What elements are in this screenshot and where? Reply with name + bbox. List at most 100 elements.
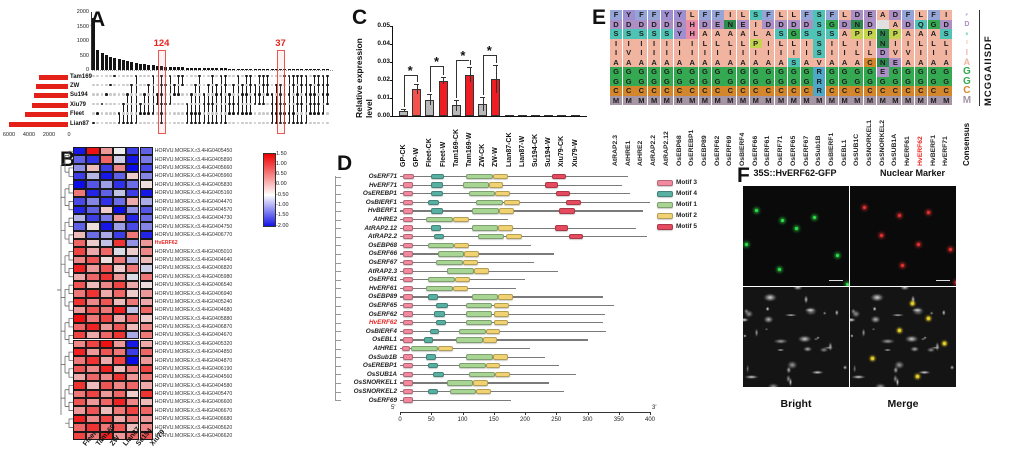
motif-box-m2 bbox=[495, 371, 510, 378]
alignment-residue: C bbox=[749, 86, 762, 96]
alignment-residue: S bbox=[813, 48, 826, 58]
upset-intersection-bar bbox=[96, 49, 100, 70]
sig-bracket-leg bbox=[482, 54, 484, 96]
upset-membership-dot bbox=[287, 93, 291, 96]
upset-membership-dot bbox=[228, 83, 231, 87]
upset-membership-dot bbox=[147, 102, 151, 106]
heatmap-cell bbox=[73, 322, 87, 332]
upset-membership-dot bbox=[177, 102, 180, 106]
upset-membership-dot bbox=[202, 74, 206, 78]
panel-f-microscopy: 35S::HvERF62-GFP Nuclear Marker Bright M… bbox=[735, 166, 980, 428]
heatmap-cell bbox=[73, 414, 87, 424]
alignment-residue: G bbox=[876, 76, 889, 86]
alignment-gene-name: HvERF62 bbox=[916, 136, 924, 166]
heatmap-cell bbox=[73, 272, 87, 281]
alignment-residue: F bbox=[902, 10, 915, 20]
consensus-logo-letter: D bbox=[964, 20, 970, 28]
set-size-bar bbox=[9, 121, 68, 127]
alignment-residue: L bbox=[775, 10, 788, 20]
motif-box-m2 bbox=[488, 182, 504, 188]
heatmap-cell bbox=[112, 339, 127, 348]
alignment-residue: A bbox=[724, 57, 737, 67]
set-size-axis-tick: 0 bbox=[67, 132, 71, 138]
heatmap-cell bbox=[86, 356, 100, 365]
motif-gene-name: OsSNORKEL1 bbox=[353, 379, 397, 387]
consensus-logo-letter: G bbox=[963, 66, 971, 78]
alignment-residue: S bbox=[813, 29, 826, 39]
heatmap-cell bbox=[99, 414, 113, 424]
upset-membership-dot bbox=[126, 93, 129, 96]
alignment-residue: I bbox=[787, 48, 800, 58]
upset-membership-dot bbox=[130, 121, 134, 125]
heatmap-cell bbox=[112, 297, 127, 307]
alignment-residue: G bbox=[648, 67, 661, 77]
heatmap-row-label: HORVU.MOREX.r3.4HG0406820 bbox=[154, 265, 233, 272]
upset-membership-dot bbox=[134, 102, 138, 106]
upset-membership-dot bbox=[228, 93, 231, 96]
heatmap-cell bbox=[112, 322, 127, 332]
upset-membership-dot bbox=[109, 112, 112, 115]
alignment-residue: I bbox=[724, 10, 737, 20]
motif-gene-name: OsEBP89 bbox=[368, 293, 397, 301]
upset-membership-dot bbox=[270, 83, 274, 87]
heatmap-cell bbox=[99, 272, 113, 281]
heatmap-cell bbox=[86, 239, 100, 248]
heatmap-cell bbox=[73, 356, 87, 365]
alignment-residue: M bbox=[762, 95, 775, 105]
upset-membership-dot bbox=[198, 112, 202, 115]
heatmap-scale-tick: -0.50 bbox=[276, 191, 289, 198]
heatmap-cell bbox=[99, 347, 113, 357]
upset-membership-dot bbox=[177, 121, 180, 125]
motif-gene-name: OsEBL1 bbox=[372, 336, 397, 344]
heatmap-cell bbox=[139, 339, 153, 348]
heatmap-cell bbox=[126, 163, 140, 173]
alignment-residue: S bbox=[813, 10, 826, 20]
heatmap-cell bbox=[86, 406, 100, 415]
upset-membership-dot bbox=[291, 102, 295, 106]
motif-backbone-line bbox=[400, 236, 647, 238]
motif-box-m3 bbox=[403, 233, 413, 240]
motif-box-m2 bbox=[492, 354, 508, 360]
upset-membership-dot bbox=[138, 83, 142, 87]
heatmap-cell bbox=[139, 205, 153, 214]
motif-box-m2 bbox=[485, 328, 500, 335]
heatmap-cell bbox=[86, 331, 100, 340]
alignment-gene-name: OsERF69 bbox=[726, 135, 734, 166]
motif-box-m4 bbox=[431, 190, 443, 197]
alignment-residue: A bbox=[762, 57, 775, 67]
heatmap-row-label: HORVU.MOREX.r3.4HG0404640 bbox=[154, 257, 233, 264]
alignment-residue: G bbox=[660, 76, 673, 86]
motif-gene-name: OsEREBP1 bbox=[362, 190, 397, 198]
upset-membership-dot bbox=[325, 121, 329, 125]
heatmap-cell bbox=[73, 389, 87, 399]
upset-connector-line bbox=[220, 75, 222, 123]
alignment-residue: D bbox=[673, 19, 686, 29]
alignment-residue: C bbox=[686, 86, 699, 96]
motif-tree-branch bbox=[335, 219, 341, 221]
upset-membership-dot bbox=[279, 121, 282, 125]
upset-membership-dot bbox=[155, 83, 159, 87]
heatmap-cell bbox=[99, 155, 113, 164]
heatmap-cell bbox=[126, 230, 140, 240]
heatmap-cell bbox=[112, 205, 127, 214]
alignment-residue: G bbox=[838, 67, 851, 77]
heatmap-cell bbox=[86, 347, 100, 357]
heatmap-row-label: HORVU.MOREX.r3.4HG0406620 bbox=[154, 432, 233, 439]
alignment-residue: M bbox=[851, 95, 864, 105]
upset-membership-dot bbox=[206, 112, 210, 115]
heatmap-cell bbox=[139, 356, 153, 365]
alignment-residue: L bbox=[864, 48, 876, 58]
alignment-residue: C bbox=[673, 86, 686, 96]
expression-error-cap bbox=[427, 94, 433, 96]
consensus-logo-letter: A bbox=[963, 57, 971, 68]
heatmap-cell bbox=[86, 163, 100, 173]
upset-intersection-bar bbox=[117, 59, 121, 70]
heatmap-cell bbox=[99, 172, 113, 181]
heatmap-cell bbox=[99, 322, 113, 332]
heatmap-cell bbox=[99, 423, 113, 432]
upset-intersection-bar bbox=[228, 68, 231, 70]
alignment-gene-name: AtHRE2 bbox=[637, 140, 645, 166]
heatmap-cell bbox=[139, 381, 153, 390]
heatmap-scale-tick: -1.50 bbox=[276, 212, 289, 219]
upset-membership-dot bbox=[270, 102, 274, 106]
